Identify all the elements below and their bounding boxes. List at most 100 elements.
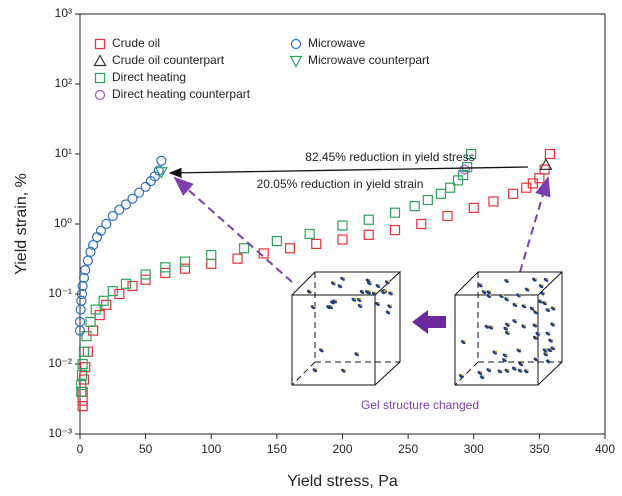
particle-core xyxy=(489,294,492,297)
y-tick-label: 10⁰ xyxy=(54,216,72,230)
annotation: 82.45% reduction in yield stress xyxy=(305,150,474,164)
annotation: Gel structure changed xyxy=(361,398,479,412)
particle-core xyxy=(487,324,490,327)
particle xyxy=(341,368,346,373)
x-tick-label: 0 xyxy=(77,442,84,456)
particle-core xyxy=(340,284,343,287)
data-point xyxy=(466,148,477,160)
particle-core xyxy=(553,322,556,325)
particle xyxy=(542,301,547,306)
data-point xyxy=(363,229,374,240)
particle-core xyxy=(500,369,503,372)
data-point xyxy=(389,224,401,236)
particle-core xyxy=(548,359,551,362)
data-point xyxy=(81,331,92,342)
data-point xyxy=(76,379,87,391)
particle-core xyxy=(534,277,537,280)
particle-core xyxy=(489,368,492,371)
data-point xyxy=(544,148,555,160)
data-point xyxy=(206,258,217,269)
data-point xyxy=(85,316,96,327)
particle xyxy=(504,297,509,302)
particle-core xyxy=(551,338,554,341)
data-point xyxy=(88,325,99,336)
x-tick-label: 200 xyxy=(332,442,352,456)
arrow xyxy=(168,166,529,179)
particle-core xyxy=(378,301,381,304)
particle xyxy=(385,310,391,315)
particle-core xyxy=(362,290,365,293)
data-point xyxy=(459,164,470,175)
particle xyxy=(545,359,551,364)
particle xyxy=(517,368,523,373)
data-point xyxy=(311,238,322,249)
particle xyxy=(505,330,510,335)
particle-core xyxy=(535,335,538,338)
data-point xyxy=(127,193,138,204)
data-point xyxy=(77,401,88,412)
dashed-arrow xyxy=(173,176,293,283)
particles xyxy=(306,276,556,380)
x-tick-label: 400 xyxy=(595,442,615,456)
data-point xyxy=(76,295,87,306)
particle-core xyxy=(484,290,487,293)
particle-core xyxy=(331,305,334,308)
data-point xyxy=(206,249,217,261)
particle xyxy=(524,287,530,292)
x-tick-label: 50 xyxy=(139,442,153,456)
x-tick-label: 250 xyxy=(398,442,418,456)
data-point xyxy=(107,286,118,297)
annotation: 20.05% reduction in yield strain xyxy=(257,177,424,191)
data-point xyxy=(534,173,545,184)
particle xyxy=(319,348,324,353)
data-point xyxy=(154,167,168,179)
data-point xyxy=(76,369,88,380)
particle xyxy=(504,368,510,373)
particle-core xyxy=(343,276,346,279)
data-point xyxy=(114,288,125,300)
data-point xyxy=(76,386,87,397)
data-point xyxy=(85,246,96,257)
data-point xyxy=(435,188,447,199)
data-point xyxy=(232,253,243,264)
particle xyxy=(550,306,556,311)
particle-core xyxy=(343,368,346,371)
particle-core xyxy=(480,283,483,286)
particle xyxy=(503,326,509,331)
legend-marker xyxy=(289,55,303,68)
particle-core xyxy=(309,289,312,292)
particle-core xyxy=(524,324,527,327)
x-tick-label: 150 xyxy=(267,442,287,456)
data-point xyxy=(422,194,433,206)
particle-core xyxy=(540,299,543,302)
y-tick-label: 10⁻³ xyxy=(48,426,72,440)
particle xyxy=(477,370,483,375)
particle-core xyxy=(482,375,485,378)
data-point xyxy=(77,280,88,292)
particle xyxy=(460,340,466,345)
legend-marker xyxy=(93,54,107,67)
data-point xyxy=(95,225,107,236)
particle-core xyxy=(313,305,316,308)
data-point xyxy=(337,220,348,231)
particle-core xyxy=(369,290,372,293)
particle-core xyxy=(535,310,538,313)
data-point xyxy=(88,239,99,251)
particle xyxy=(521,304,527,309)
particle-core xyxy=(491,325,494,328)
data-point xyxy=(271,235,282,247)
particle xyxy=(479,375,485,380)
particle xyxy=(543,277,549,282)
data-point xyxy=(78,272,90,283)
data-point xyxy=(153,165,164,176)
particle-core xyxy=(524,304,527,307)
particle-core xyxy=(507,322,510,325)
particle-core xyxy=(548,308,551,311)
dashed-arrow xyxy=(519,176,551,273)
particle-core xyxy=(359,298,362,301)
particle-core xyxy=(514,366,517,369)
plot-area: 0 50 100 150 200 250 300 350 400 10⁻³ 10⁻² 10⁻¹ 10⁰ 1… xyxy=(13,6,615,490)
legend-label: Microwave xyxy=(308,36,366,50)
legend-marker xyxy=(290,38,302,50)
x-tick-label: 100 xyxy=(201,442,221,456)
